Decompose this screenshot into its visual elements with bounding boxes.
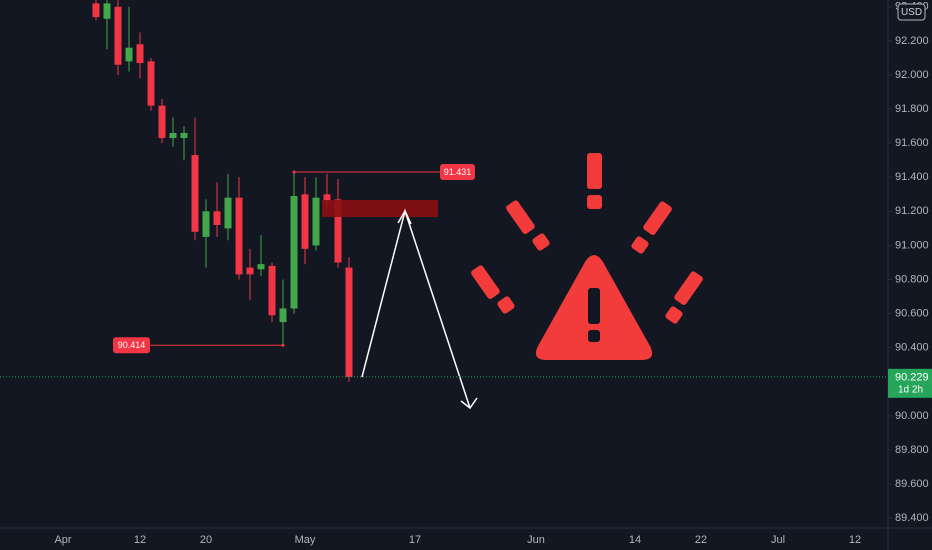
last-price-label: 90.229 <box>895 372 929 384</box>
y-tick-label: 90.800 <box>895 273 929 285</box>
candle-body <box>191 155 199 232</box>
x-tick-label: 22 <box>695 534 707 546</box>
candle-body <box>279 308 287 323</box>
y-tick-label: 92.200 <box>895 35 929 47</box>
x-tick-label: 17 <box>409 534 421 546</box>
high-badge <box>440 163 475 180</box>
warning-dot <box>588 330 600 342</box>
alert-dot <box>665 306 683 324</box>
currency-badge <box>897 3 926 21</box>
candle-body <box>246 267 254 275</box>
warning-bar <box>588 288 600 324</box>
arrow-head <box>397 209 412 225</box>
y-tick-label: 89.400 <box>895 512 929 524</box>
alert-bar <box>471 265 500 299</box>
y-tick-label: 91.000 <box>895 239 929 251</box>
y-tick-label: 90.000 <box>895 410 929 422</box>
alert-dot <box>631 236 649 254</box>
candle-body <box>290 195 298 309</box>
projection-arrows <box>361 208 478 410</box>
plot <box>92 0 353 382</box>
candle-body <box>213 211 221 225</box>
y-tick-label: 90.400 <box>895 342 929 354</box>
candle-body <box>136 44 144 64</box>
candle-body <box>114 6 122 65</box>
candle-body <box>334 199 342 263</box>
candle-body <box>180 132 188 139</box>
candle-body <box>312 197 320 246</box>
x-tick-label: 20 <box>200 534 212 546</box>
y-tick-label: 91.600 <box>895 137 929 149</box>
y-tick-label: 90.600 <box>895 308 929 320</box>
x-tick-label: Jun <box>527 534 545 546</box>
y-tick-label: 89.800 <box>895 444 929 456</box>
candle-body <box>125 47 133 62</box>
y-tick-label: 92.000 <box>895 69 929 81</box>
high-dot <box>292 170 296 174</box>
candle-body <box>345 267 353 377</box>
low-label: 90.414 <box>118 340 146 350</box>
x-tick-label: 12 <box>134 534 146 546</box>
y-tick-label: 89.600 <box>895 478 929 490</box>
candle-body <box>268 265 276 316</box>
candle-body <box>224 197 232 229</box>
alert-dot <box>532 233 550 251</box>
y-tick-label: 91.400 <box>895 171 929 183</box>
candle-body <box>158 105 166 139</box>
candle-body <box>92 3 100 18</box>
warning-icon <box>471 153 703 360</box>
alert-bar <box>643 201 672 235</box>
candle-body <box>257 264 265 270</box>
currency-label: USD <box>901 7 922 18</box>
alert-dot <box>497 296 515 314</box>
candle-body <box>323 194 331 202</box>
countdown: 1d 2h <box>898 384 923 395</box>
low-badge <box>113 337 150 354</box>
x-tick-label: Apr <box>54 534 71 546</box>
last-price-badge <box>888 368 932 398</box>
alert-bar <box>587 153 602 189</box>
high-label: 91.431 <box>444 167 472 177</box>
alert-bar <box>506 200 535 234</box>
y-tick-label: 91.800 <box>895 103 929 115</box>
x-tick-label: Jul <box>771 534 785 546</box>
alert-dot <box>587 195 602 209</box>
low-dot <box>281 343 285 347</box>
x-tick-label: 14 <box>629 534 641 546</box>
candle-body <box>147 61 155 106</box>
candle-body <box>169 132 177 139</box>
alert-bar <box>674 271 703 305</box>
candle-body <box>103 3 111 19</box>
arrow-head <box>460 397 478 410</box>
candle-body <box>202 211 210 237</box>
x-tick-label: May <box>295 534 316 546</box>
x-tick-label: 12 <box>849 534 861 546</box>
y-tick-label: 91.200 <box>895 205 929 217</box>
candle-body <box>301 194 309 249</box>
resistance-zone <box>322 200 438 217</box>
candle-body <box>235 197 243 275</box>
